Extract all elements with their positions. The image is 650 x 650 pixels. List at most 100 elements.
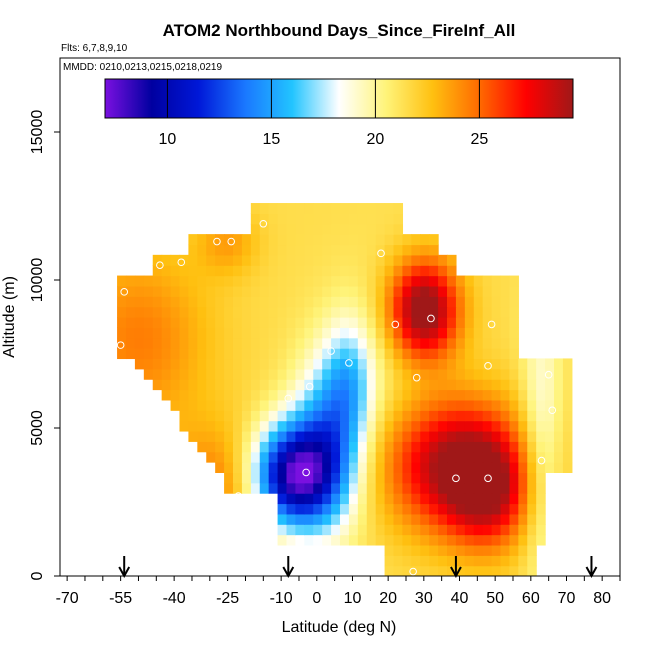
heatmap-cell	[429, 285, 439, 297]
heatmap-cell	[500, 358, 511, 370]
heatmap-cell	[340, 513, 350, 525]
heatmap-cell	[322, 451, 332, 463]
heatmap-cell	[429, 565, 439, 576]
heatmap-cell	[152, 285, 163, 297]
heatmap-cell	[545, 379, 555, 391]
heatmap-cell	[384, 493, 395, 505]
heatmap-cell	[331, 254, 341, 266]
heatmap-cell	[215, 462, 225, 473]
heatmap-cell	[277, 524, 288, 536]
heatmap-cell	[277, 358, 288, 370]
heatmap-cell	[117, 337, 127, 349]
heatmap-cell	[340, 368, 350, 380]
heatmap-cell	[464, 296, 475, 308]
heatmap-cell	[357, 265, 368, 277]
heatmap-cell	[340, 265, 350, 277]
heatmap-cell	[366, 275, 377, 287]
heatmap-cell	[295, 379, 305, 391]
heatmap-cell	[464, 430, 475, 442]
heatmap-cell	[277, 234, 288, 246]
heatmap-cell	[464, 399, 475, 411]
heatmap-cell	[232, 265, 243, 277]
heatmap-cell	[313, 285, 323, 297]
heatmap-cell	[250, 379, 261, 391]
heatmap-cell	[411, 555, 421, 567]
heatmap-cell	[509, 358, 519, 370]
heatmap-cell	[438, 472, 448, 484]
heatmap-cell	[384, 285, 395, 297]
heatmap-cell	[491, 296, 502, 308]
heatmap-cell	[518, 379, 528, 391]
heatmap-cell	[313, 213, 323, 225]
heatmap-cell	[304, 503, 314, 515]
heatmap-cell	[232, 234, 243, 246]
heatmap-cell	[286, 451, 297, 463]
heatmap-cell	[340, 524, 350, 536]
heatmap-cell	[340, 306, 350, 318]
heatmap-cell	[357, 420, 368, 432]
heatmap-cell	[411, 441, 421, 453]
heatmap-cell	[536, 410, 546, 422]
heatmap-cell	[464, 482, 475, 494]
heatmap-cell	[366, 348, 377, 360]
heatmap-cell	[366, 493, 377, 505]
heatmap-cell	[331, 244, 341, 256]
heatmap-cell	[286, 472, 297, 484]
heatmap-cell	[562, 462, 573, 473]
heatmap-cell	[241, 379, 252, 391]
heatmap-cell	[438, 254, 448, 266]
heatmap-cell	[179, 389, 190, 401]
heatmap-cell	[295, 441, 305, 453]
heatmap-cell	[509, 389, 519, 401]
heatmap-cell	[455, 306, 466, 318]
heatmap-cell	[447, 410, 457, 422]
heatmap-cell	[259, 306, 270, 318]
sample-point	[548, 406, 557, 415]
heatmap-cell	[509, 317, 519, 328]
heatmap-cell	[277, 410, 288, 422]
heatmap-cell	[161, 327, 172, 339]
heatmap-cell	[491, 472, 502, 484]
heatmap-cell	[455, 275, 466, 287]
heatmap-cell	[322, 337, 332, 349]
heatmap-cell	[402, 296, 412, 308]
heatmap-cell	[152, 296, 163, 308]
heatmap-cell	[161, 348, 172, 360]
heatmap-cell	[518, 368, 528, 380]
heatmap-cell	[313, 275, 323, 287]
heatmap-cell	[447, 472, 457, 484]
heatmap-cell	[464, 513, 475, 525]
heatmap-cell	[438, 389, 448, 401]
heatmap-cell	[375, 503, 386, 515]
heatmap-cell	[259, 430, 270, 442]
heatmap-cell	[455, 348, 466, 360]
heatmap-cell	[527, 420, 537, 432]
heatmap-cell	[348, 223, 359, 235]
heatmap-cell	[554, 379, 564, 391]
heatmap-cell	[259, 379, 270, 391]
heatmap-cell	[348, 358, 359, 370]
heatmap-cell	[455, 544, 466, 556]
heatmap-cell	[491, 534, 502, 546]
heatmap-cell	[393, 482, 404, 494]
heatmap-cell	[518, 482, 528, 494]
sample-point	[484, 362, 492, 370]
heatmap-cell	[152, 265, 163, 277]
heatmap-cell	[197, 368, 207, 380]
y-tick-label: 5000	[29, 410, 46, 446]
heatmap-cell	[393, 513, 404, 525]
heatmap-cell	[429, 441, 439, 453]
heatmap-cell	[464, 275, 475, 287]
heatmap-cell	[206, 410, 216, 422]
heatmap-cell	[509, 544, 519, 556]
heatmap-cell	[393, 213, 404, 225]
heatmap-cell	[170, 275, 181, 287]
heatmap-cell	[286, 327, 297, 339]
heatmap-cell	[500, 410, 511, 422]
heatmap-cell	[518, 534, 528, 546]
heatmap-cell	[170, 368, 181, 380]
heatmap-cell	[384, 410, 395, 422]
heatmap-cell	[152, 254, 163, 266]
heatmap-cell	[322, 358, 332, 370]
